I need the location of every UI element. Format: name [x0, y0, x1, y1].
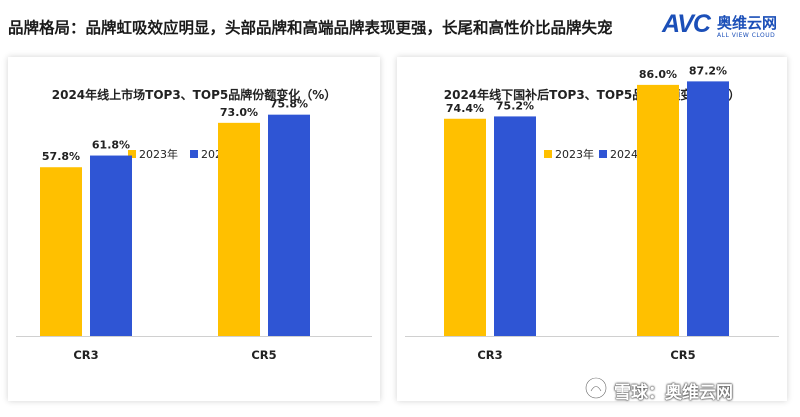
legend-swatch-0 — [128, 150, 136, 158]
bar-cr3-series-0 — [40, 167, 82, 336]
snowball-icon — [584, 376, 608, 400]
legend-label-0: 2023年 — [139, 147, 178, 161]
category-label-cr5: CR5 — [251, 348, 276, 362]
chart-panel-online: 2024年线上市场TOP3、TOP5品牌份额变化（%）2023年2024年57.… — [8, 57, 380, 401]
data-label-cr5-series-1: 87.2% — [689, 64, 727, 77]
legend-swatch-1 — [190, 150, 198, 158]
logo-mark: AVC — [662, 10, 711, 38]
logo-name-cn: 奥维云网 — [717, 14, 778, 32]
chart-offline: 2024年线下国补后TOP3、TOP5品牌份额变化（%）2023年 2024年74… — [405, 64, 779, 362]
data-label-cr3-series-1: 75.2% — [496, 99, 534, 112]
bar-cr5-series-1 — [687, 81, 729, 336]
page-title: 品牌格局：品牌虹吸效应明显，头部品牌和高端品牌表现更强，长尾和高性价比品牌失宠 — [8, 19, 613, 37]
chart-title: 2024年线上市场TOP3、TOP5品牌份额变化（%） — [52, 87, 337, 102]
legend-swatch-0 — [544, 150, 552, 158]
data-label-cr5-series-0: 86.0% — [639, 68, 677, 81]
data-label-cr5-series-0: 73.0% — [220, 106, 258, 119]
category-label-cr3: CR3 — [477, 348, 502, 362]
data-label-cr3-series-1: 61.8% — [92, 139, 130, 152]
data-label-cr5-series-1: 75.8% — [270, 98, 308, 111]
bar-cr5-series-1 — [268, 114, 310, 336]
data-label-cr3-series-0: 74.4% — [446, 102, 484, 115]
bar-cr5-series-0 — [637, 84, 679, 336]
page-header: 品牌格局：品牌虹吸效应明显，头部品牌和高端品牌表现更强，长尾和高性价比品牌失宠 … — [0, 0, 800, 52]
bar-cr3-series-0 — [444, 118, 486, 336]
category-label-cr3: CR3 — [73, 348, 98, 362]
bar-cr3-series-1 — [90, 155, 132, 336]
brand-logo: AVC 奥维云网 ALL VIEW CLOUD — [662, 8, 792, 44]
bar-cr3-series-1 — [494, 116, 536, 336]
logo-name-en: ALL VIEW CLOUD — [717, 32, 776, 39]
category-label-cr5: CR5 — [670, 348, 695, 362]
watermark-text: 雪球：奥维云网 — [614, 383, 733, 403]
legend-label-0: 2023年 — [555, 147, 594, 161]
chart-online: 2024年线上市场TOP3、TOP5品牌份额变化（%）2023年2024年57.… — [16, 87, 372, 362]
chart-panel-offline: 2024年线下国补后TOP3、TOP5品牌份额变化（%） 2023年 2024年 74… — [397, 57, 787, 401]
bar-cr5-series-0 — [218, 122, 260, 336]
legend-swatch-1 — [599, 150, 607, 158]
data-label-cr3-series-0: 57.8% — [42, 150, 80, 163]
